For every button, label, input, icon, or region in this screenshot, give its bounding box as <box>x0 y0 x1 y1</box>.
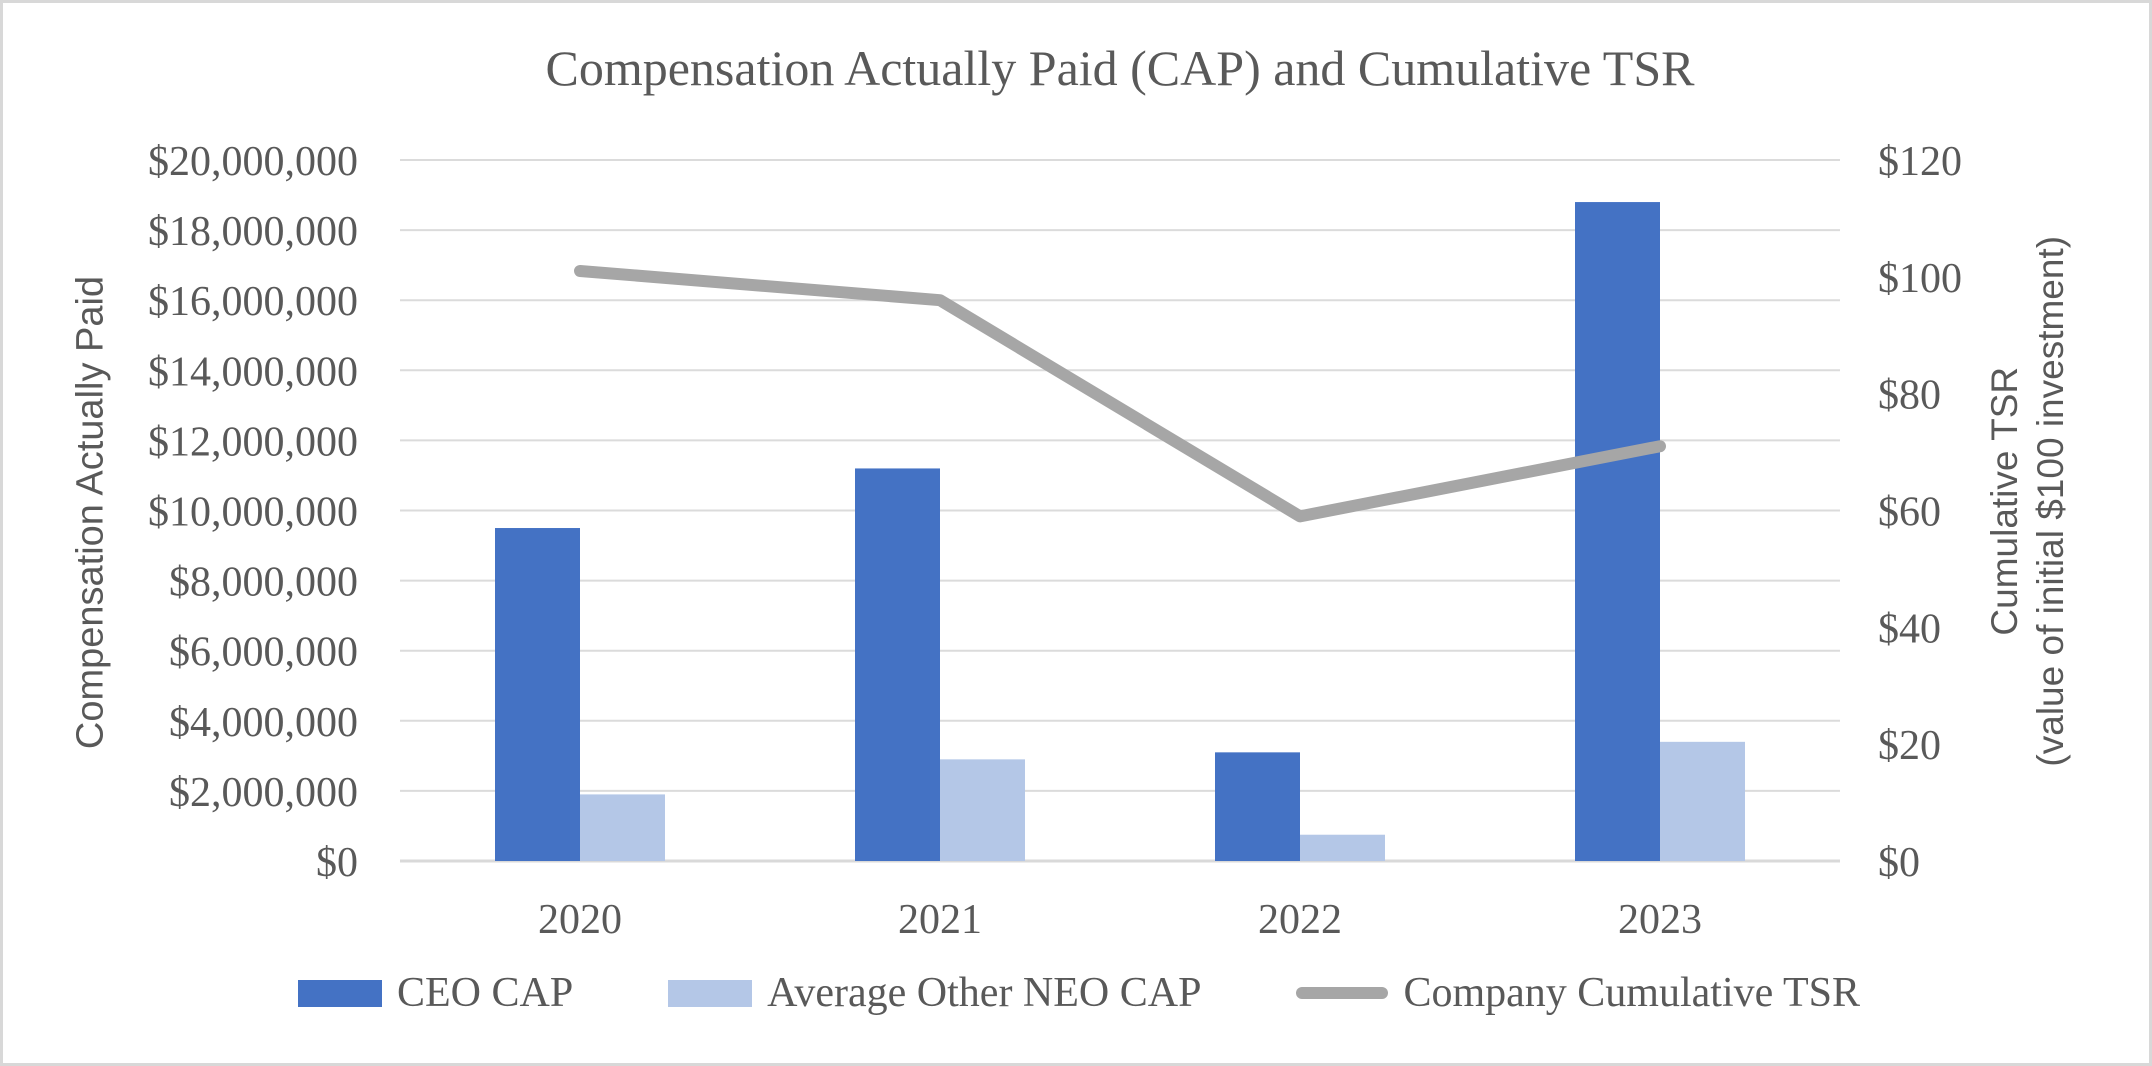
legend-item-average-other-neo-cap: Average Other NEO CAP <box>668 969 1201 1017</box>
left-axis-tick-label: $4,000,000 <box>169 700 358 746</box>
right-axis-tick-label: $40 <box>1878 606 1941 652</box>
legend-line-marker <box>1296 987 1389 999</box>
left-axis-tick-label: $8,000,000 <box>169 560 358 606</box>
legend-color-swatch <box>297 979 382 1007</box>
bar-ceo-cap-2022 <box>1215 752 1300 861</box>
bar-ceo-cap-2021 <box>855 468 940 861</box>
left-axis-tick-label: $14,000,000 <box>148 349 358 395</box>
right-axis-tick-label: $0 <box>1878 840 1920 886</box>
right-axis-tick-label: $100 <box>1878 256 1962 302</box>
left-axis-tick-label: $12,000,000 <box>148 419 358 465</box>
category-label-2023: 2023 <box>1618 897 1702 943</box>
bar-average-other-neo-cap-2022 <box>1300 834 1385 861</box>
right-axis-title-line1: Cumulative TSR <box>1983 366 2025 636</box>
left-axis-tick-label: $0 <box>316 840 358 886</box>
tsr-line <box>574 264 1666 523</box>
left-axis-tick-label: $2,000,000 <box>169 770 358 816</box>
right-axis-tick-label: $80 <box>1878 373 1941 419</box>
legend-item-ceo-cap: CEO CAP <box>297 969 574 1017</box>
legend-item-company-cumulative-tsr: Company Cumulative TSR <box>1296 969 1860 1017</box>
legend-label: CEO CAP <box>396 970 574 1016</box>
left-axis-tick-label: $10,000,000 <box>148 490 358 536</box>
left-axis-tick-label: $16,000,000 <box>148 279 358 325</box>
right-axis-title-line2: (value of initial $100 investment) <box>2030 235 2071 767</box>
right-axis-tick-label: $60 <box>1878 490 1941 536</box>
bar-average-other-neo-cap-2020 <box>580 794 665 861</box>
chart-title: Compensation Actually Paid (CAP) and Cum… <box>545 40 1695 96</box>
category-label-2022: 2022 <box>1258 897 1342 943</box>
right-axis-title: Cumulative TSR (value of initial $100 in… <box>1982 166 2075 836</box>
bar-ceo-cap-2020 <box>495 528 580 861</box>
category-label-2021: 2021 <box>898 897 982 943</box>
plot-area: $20,000,000 $18,000,000 $16,000,000 $14,000… <box>148 139 1962 943</box>
left-axis-tick-label: $18,000,000 <box>148 209 358 255</box>
left-axis-tick-label: $6,000,000 <box>169 630 358 676</box>
category-label-2020: 2020 <box>538 897 622 943</box>
bar-average-other-neo-cap-2023 <box>1660 741 1745 861</box>
left-axis-title: Compensation Actually Paid <box>69 275 112 750</box>
right-axis-tick-label: $20 <box>1878 723 1941 769</box>
bar-average-other-neo-cap-2021 <box>940 759 1025 861</box>
bar-ceo-cap-2023 <box>1575 202 1660 861</box>
legend-label: Average Other NEO CAP <box>767 970 1202 1016</box>
legend: CEO CAP Average Other NEO CAP Company Cumu… <box>3 969 2149 1017</box>
right-axis-tick-label: $120 <box>1878 139 1962 185</box>
left-axis-tick-label: $20,000,000 <box>148 139 358 185</box>
legend-label: Company Cumulative TSR <box>1403 970 1861 1016</box>
legend-color-swatch <box>668 979 753 1007</box>
